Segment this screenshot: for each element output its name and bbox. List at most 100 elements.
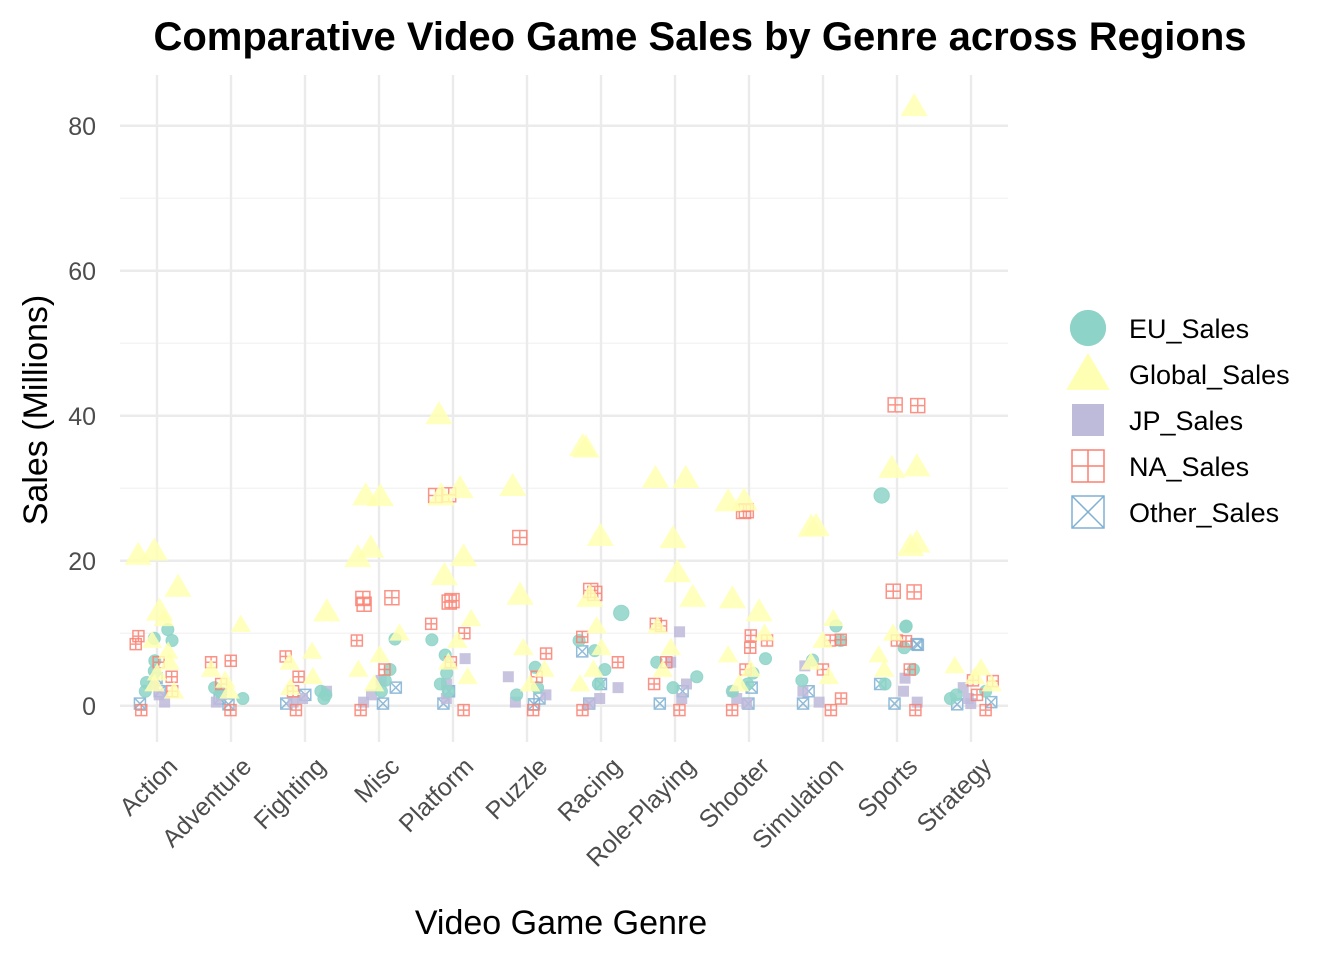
data-point (906, 584, 922, 600)
data-point (146, 663, 168, 681)
data-point (575, 645, 589, 658)
data-point (673, 703, 686, 717)
marker-x-b (376, 697, 390, 710)
data-point (512, 529, 528, 546)
data-point (641, 464, 670, 488)
data-point (899, 672, 911, 684)
marker-outline (888, 697, 901, 710)
data-point (659, 525, 687, 549)
legend-item-na-sales: NA_Sales (1071, 449, 1249, 483)
data-point (376, 697, 390, 710)
data-point (224, 703, 237, 717)
data-point (979, 703, 992, 717)
x-tick-label: Strategy (912, 752, 998, 838)
data-point (200, 659, 222, 677)
data-point (141, 630, 163, 648)
data-point (717, 645, 739, 663)
data-point (800, 652, 822, 670)
series-other-sales (133, 637, 998, 711)
data-point (885, 583, 902, 599)
data-point (868, 645, 889, 663)
data-point (153, 689, 165, 701)
data-point (903, 663, 917, 676)
data-point (425, 633, 439, 647)
data-point (965, 698, 977, 710)
data-point (812, 630, 833, 648)
data-point (279, 652, 300, 670)
legend-item-eu-sales: EU_Sales (1069, 309, 1249, 347)
data-point (384, 589, 400, 606)
data-point (964, 666, 986, 685)
data-point (457, 666, 478, 685)
y-axis-title: Sales (Millions) (17, 295, 55, 526)
data-point (676, 693, 688, 704)
data-point (459, 653, 471, 665)
data-point (887, 397, 903, 413)
y-tick-label: 0 (82, 693, 96, 721)
series-jp-sales (147, 626, 977, 710)
marker-x-b (576, 645, 589, 658)
data-point (576, 703, 589, 717)
data-point (740, 659, 761, 677)
data-point (731, 693, 743, 704)
grid (120, 75, 1008, 742)
data-point (356, 596, 372, 612)
data-point (129, 637, 142, 651)
marker-x-b (796, 697, 810, 710)
plot-area (120, 75, 1008, 742)
data-point (499, 472, 527, 496)
data-point (446, 475, 474, 499)
data-point (427, 482, 455, 506)
data-point (210, 696, 222, 708)
legend-item-global-sales: Global_Sales (1066, 352, 1290, 390)
data-point (666, 681, 680, 695)
data-point (460, 608, 482, 627)
data-point (911, 696, 923, 708)
data-point (898, 685, 910, 697)
data-point (389, 623, 410, 641)
x-tick-label: Action (114, 752, 183, 821)
y-axis: 0 20 40 60 80 (68, 113, 96, 721)
data-point (165, 670, 178, 683)
data-point (132, 629, 145, 643)
data-point (124, 541, 152, 565)
data-point (758, 652, 773, 666)
data-point (680, 678, 692, 690)
legend-key (1072, 404, 1104, 436)
data-point (823, 608, 844, 627)
data-point (287, 696, 299, 708)
data-point (583, 659, 604, 677)
marker-outline (911, 638, 925, 652)
data-point (224, 654, 237, 668)
data-point (366, 483, 394, 507)
data-point (153, 608, 174, 627)
marker-x-b (1071, 495, 1105, 529)
data-point (425, 401, 453, 425)
legend-key (1071, 495, 1105, 529)
data-point (502, 671, 514, 683)
data-point (899, 634, 913, 648)
marker-outline (653, 697, 667, 710)
series-eu-sales (138, 487, 993, 706)
legend-label: Global_Sales (1129, 360, 1290, 390)
data-point (652, 659, 673, 677)
data-point (447, 630, 468, 648)
data-point (647, 616, 668, 634)
x-axis-title: Video Game Genre (415, 904, 707, 942)
legend-label: EU_Sales (1129, 314, 1249, 344)
data-point (725, 703, 739, 717)
data-point (348, 659, 369, 677)
data-point (796, 697, 810, 710)
legend-label: Other_Sales (1129, 498, 1279, 528)
data-point (944, 655, 965, 674)
data-point (797, 685, 809, 697)
data-point (369, 645, 390, 663)
legend-item-other-sales: Other_Sales (1071, 495, 1279, 529)
data-point (813, 696, 825, 708)
data-point (438, 652, 459, 670)
data-point (526, 703, 540, 717)
data-point (317, 691, 331, 706)
data-point (144, 674, 165, 692)
data-point (741, 698, 753, 710)
